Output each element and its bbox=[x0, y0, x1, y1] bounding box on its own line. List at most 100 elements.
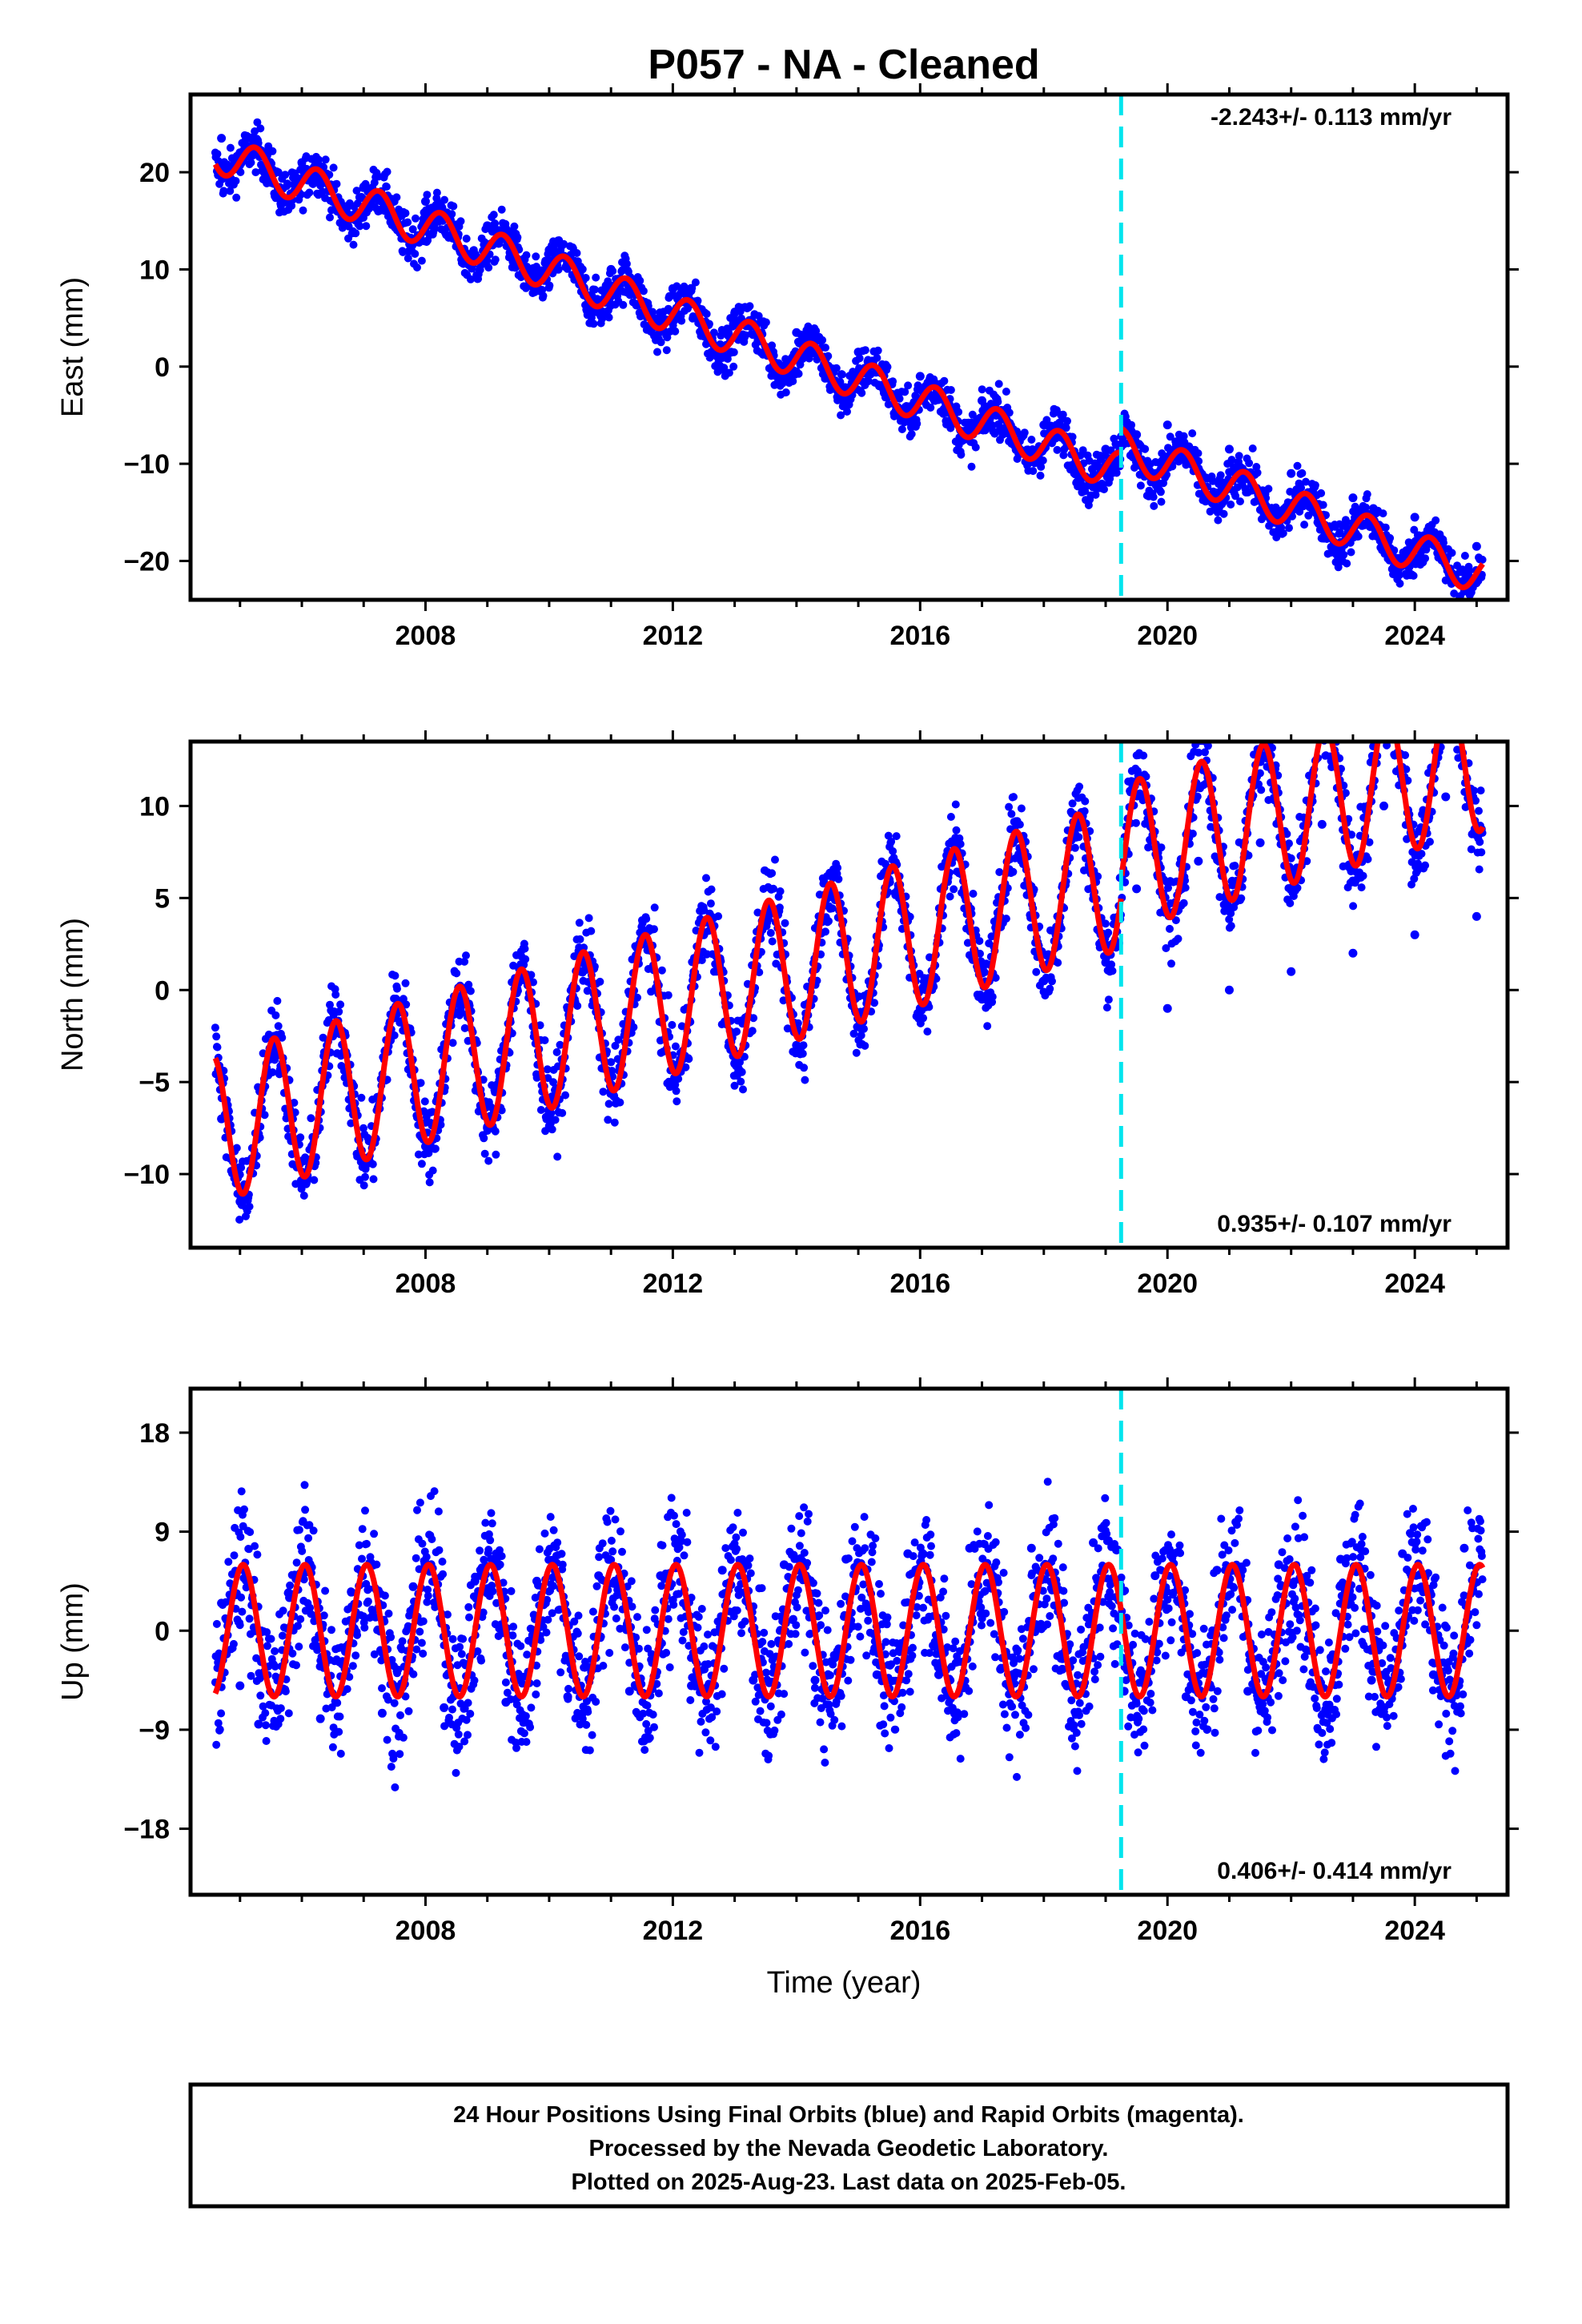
y-tick-label: −18 bbox=[123, 1815, 170, 1845]
y-tick-label: −9 bbox=[139, 1715, 170, 1746]
data-point bbox=[315, 1714, 325, 1723]
data-point bbox=[254, 1719, 263, 1729]
data-point bbox=[730, 308, 740, 318]
data-point bbox=[1472, 911, 1481, 921]
data-point bbox=[903, 1549, 913, 1558]
data-point bbox=[483, 221, 492, 231]
data-point bbox=[606, 264, 616, 274]
data-point bbox=[297, 1179, 307, 1188]
x-tick-label: 2012 bbox=[643, 1269, 704, 1299]
data-point bbox=[1101, 958, 1110, 967]
data-point bbox=[1428, 1670, 1438, 1679]
data-point bbox=[1335, 1554, 1345, 1564]
data-point bbox=[668, 1077, 677, 1087]
model-fit-line bbox=[212, 144, 1123, 485]
footer-box: 24 Hour Positions Using Final Orbits (bl… bbox=[188, 2082, 1510, 2209]
data-point bbox=[217, 1114, 227, 1124]
data-point bbox=[1162, 420, 1172, 430]
data-point bbox=[1194, 856, 1203, 866]
data-point bbox=[359, 1160, 368, 1170]
data-point bbox=[717, 1566, 727, 1575]
y-tick-label: 0 bbox=[155, 975, 170, 1006]
data-point bbox=[730, 1059, 740, 1068]
model-fit-line bbox=[212, 1562, 1124, 1700]
y-tick-label: 18 bbox=[139, 1418, 170, 1449]
data-point bbox=[1243, 1687, 1253, 1696]
data-point bbox=[656, 1571, 665, 1581]
x-tick-label: 2008 bbox=[396, 1269, 456, 1299]
model-fit-line-after-offset bbox=[1119, 426, 1485, 591]
data-point bbox=[1410, 930, 1419, 939]
data-point bbox=[1058, 1664, 1067, 1674]
data-point bbox=[1379, 801, 1389, 810]
daily-position-points bbox=[211, 1478, 1487, 1791]
data-point bbox=[420, 196, 430, 206]
y-tick-label: −10 bbox=[123, 1160, 170, 1190]
data-point bbox=[1472, 541, 1481, 551]
daily-position-points bbox=[211, 118, 1487, 600]
velocity-label: 0.406+/- 0.414 mm/yr bbox=[1217, 1858, 1452, 1884]
x-tick-label: 2020 bbox=[1137, 1269, 1198, 1299]
data-point bbox=[1162, 1003, 1172, 1013]
x-tick-label: 2016 bbox=[889, 621, 950, 651]
panel-frame bbox=[188, 92, 1510, 602]
data-point bbox=[978, 995, 987, 1004]
x-tick-label: 2008 bbox=[396, 621, 456, 651]
data-point bbox=[978, 396, 987, 405]
x-tick-label: 2012 bbox=[643, 1916, 704, 1946]
footer-line-1: 24 Hour Positions Using Final Orbits (bl… bbox=[453, 2102, 1244, 2128]
data-point bbox=[532, 1576, 541, 1586]
data-point bbox=[1348, 493, 1358, 503]
east-panel: 2008 2012 2016 2020 2024 −20 −10 0 10 20 East (mm)… bbox=[56, 83, 1519, 651]
data-point bbox=[749, 1675, 758, 1685]
y-axis-title: North (mm) bbox=[56, 918, 90, 1072]
data-point bbox=[1410, 513, 1419, 522]
data-point bbox=[1039, 976, 1049, 986]
y-tick-label: 10 bbox=[139, 255, 170, 285]
data-point bbox=[1224, 444, 1234, 454]
data-point bbox=[347, 1587, 356, 1597]
data-point bbox=[1132, 430, 1142, 440]
data-point bbox=[687, 1681, 697, 1691]
panel-frame bbox=[188, 1386, 1510, 1897]
data-point bbox=[996, 1664, 1006, 1674]
footer-line-2: Processed by the Nevada Geodetic Laborat… bbox=[589, 2136, 1109, 2161]
data-point bbox=[1441, 792, 1451, 802]
data-point bbox=[841, 1554, 851, 1564]
data-point bbox=[1255, 838, 1265, 847]
data-point bbox=[1089, 1538, 1098, 1547]
data-point bbox=[297, 158, 307, 167]
data-point bbox=[853, 348, 863, 357]
data-point bbox=[217, 1598, 227, 1608]
data-point bbox=[965, 1543, 974, 1553]
x-tick-label: 2016 bbox=[889, 1916, 950, 1946]
data-point bbox=[359, 182, 368, 191]
data-point bbox=[563, 1692, 572, 1702]
y-tick-label: −5 bbox=[139, 1068, 170, 1098]
data-point bbox=[624, 1687, 634, 1696]
x-tick-label: 2012 bbox=[643, 621, 704, 651]
x-tick-label: 2024 bbox=[1384, 1269, 1445, 1299]
data-point bbox=[235, 1681, 245, 1691]
x-tick-label: 2008 bbox=[396, 1916, 456, 1946]
data-point bbox=[217, 134, 227, 143]
y-axis-title: East (mm) bbox=[56, 277, 90, 417]
y-tick-label: 20 bbox=[139, 158, 170, 188]
data-point bbox=[440, 1703, 449, 1712]
scatter-cloud bbox=[211, 118, 1487, 600]
y-tick-label: −20 bbox=[123, 546, 170, 577]
data-point bbox=[1026, 1543, 1036, 1553]
data-point bbox=[1132, 884, 1142, 894]
data-point bbox=[1101, 444, 1110, 454]
data-point bbox=[501, 1698, 511, 1707]
model-fit-line-after-offset bbox=[1118, 1562, 1486, 1700]
y-axis-title: Up (mm) bbox=[56, 1582, 90, 1701]
data-point bbox=[470, 1576, 480, 1586]
plot-title: P057 - NA - Cleaned bbox=[648, 42, 1039, 88]
data-point bbox=[1287, 468, 1296, 478]
model-fit-line-after-offset bbox=[1118, 742, 1486, 921]
y-tick-label: 0 bbox=[155, 352, 170, 383]
data-point bbox=[810, 1675, 820, 1685]
north-panel: 2008 2012 2016 2020 2024 −10 −5 0 5 10 North (mm) 0… bbox=[56, 730, 1519, 1299]
